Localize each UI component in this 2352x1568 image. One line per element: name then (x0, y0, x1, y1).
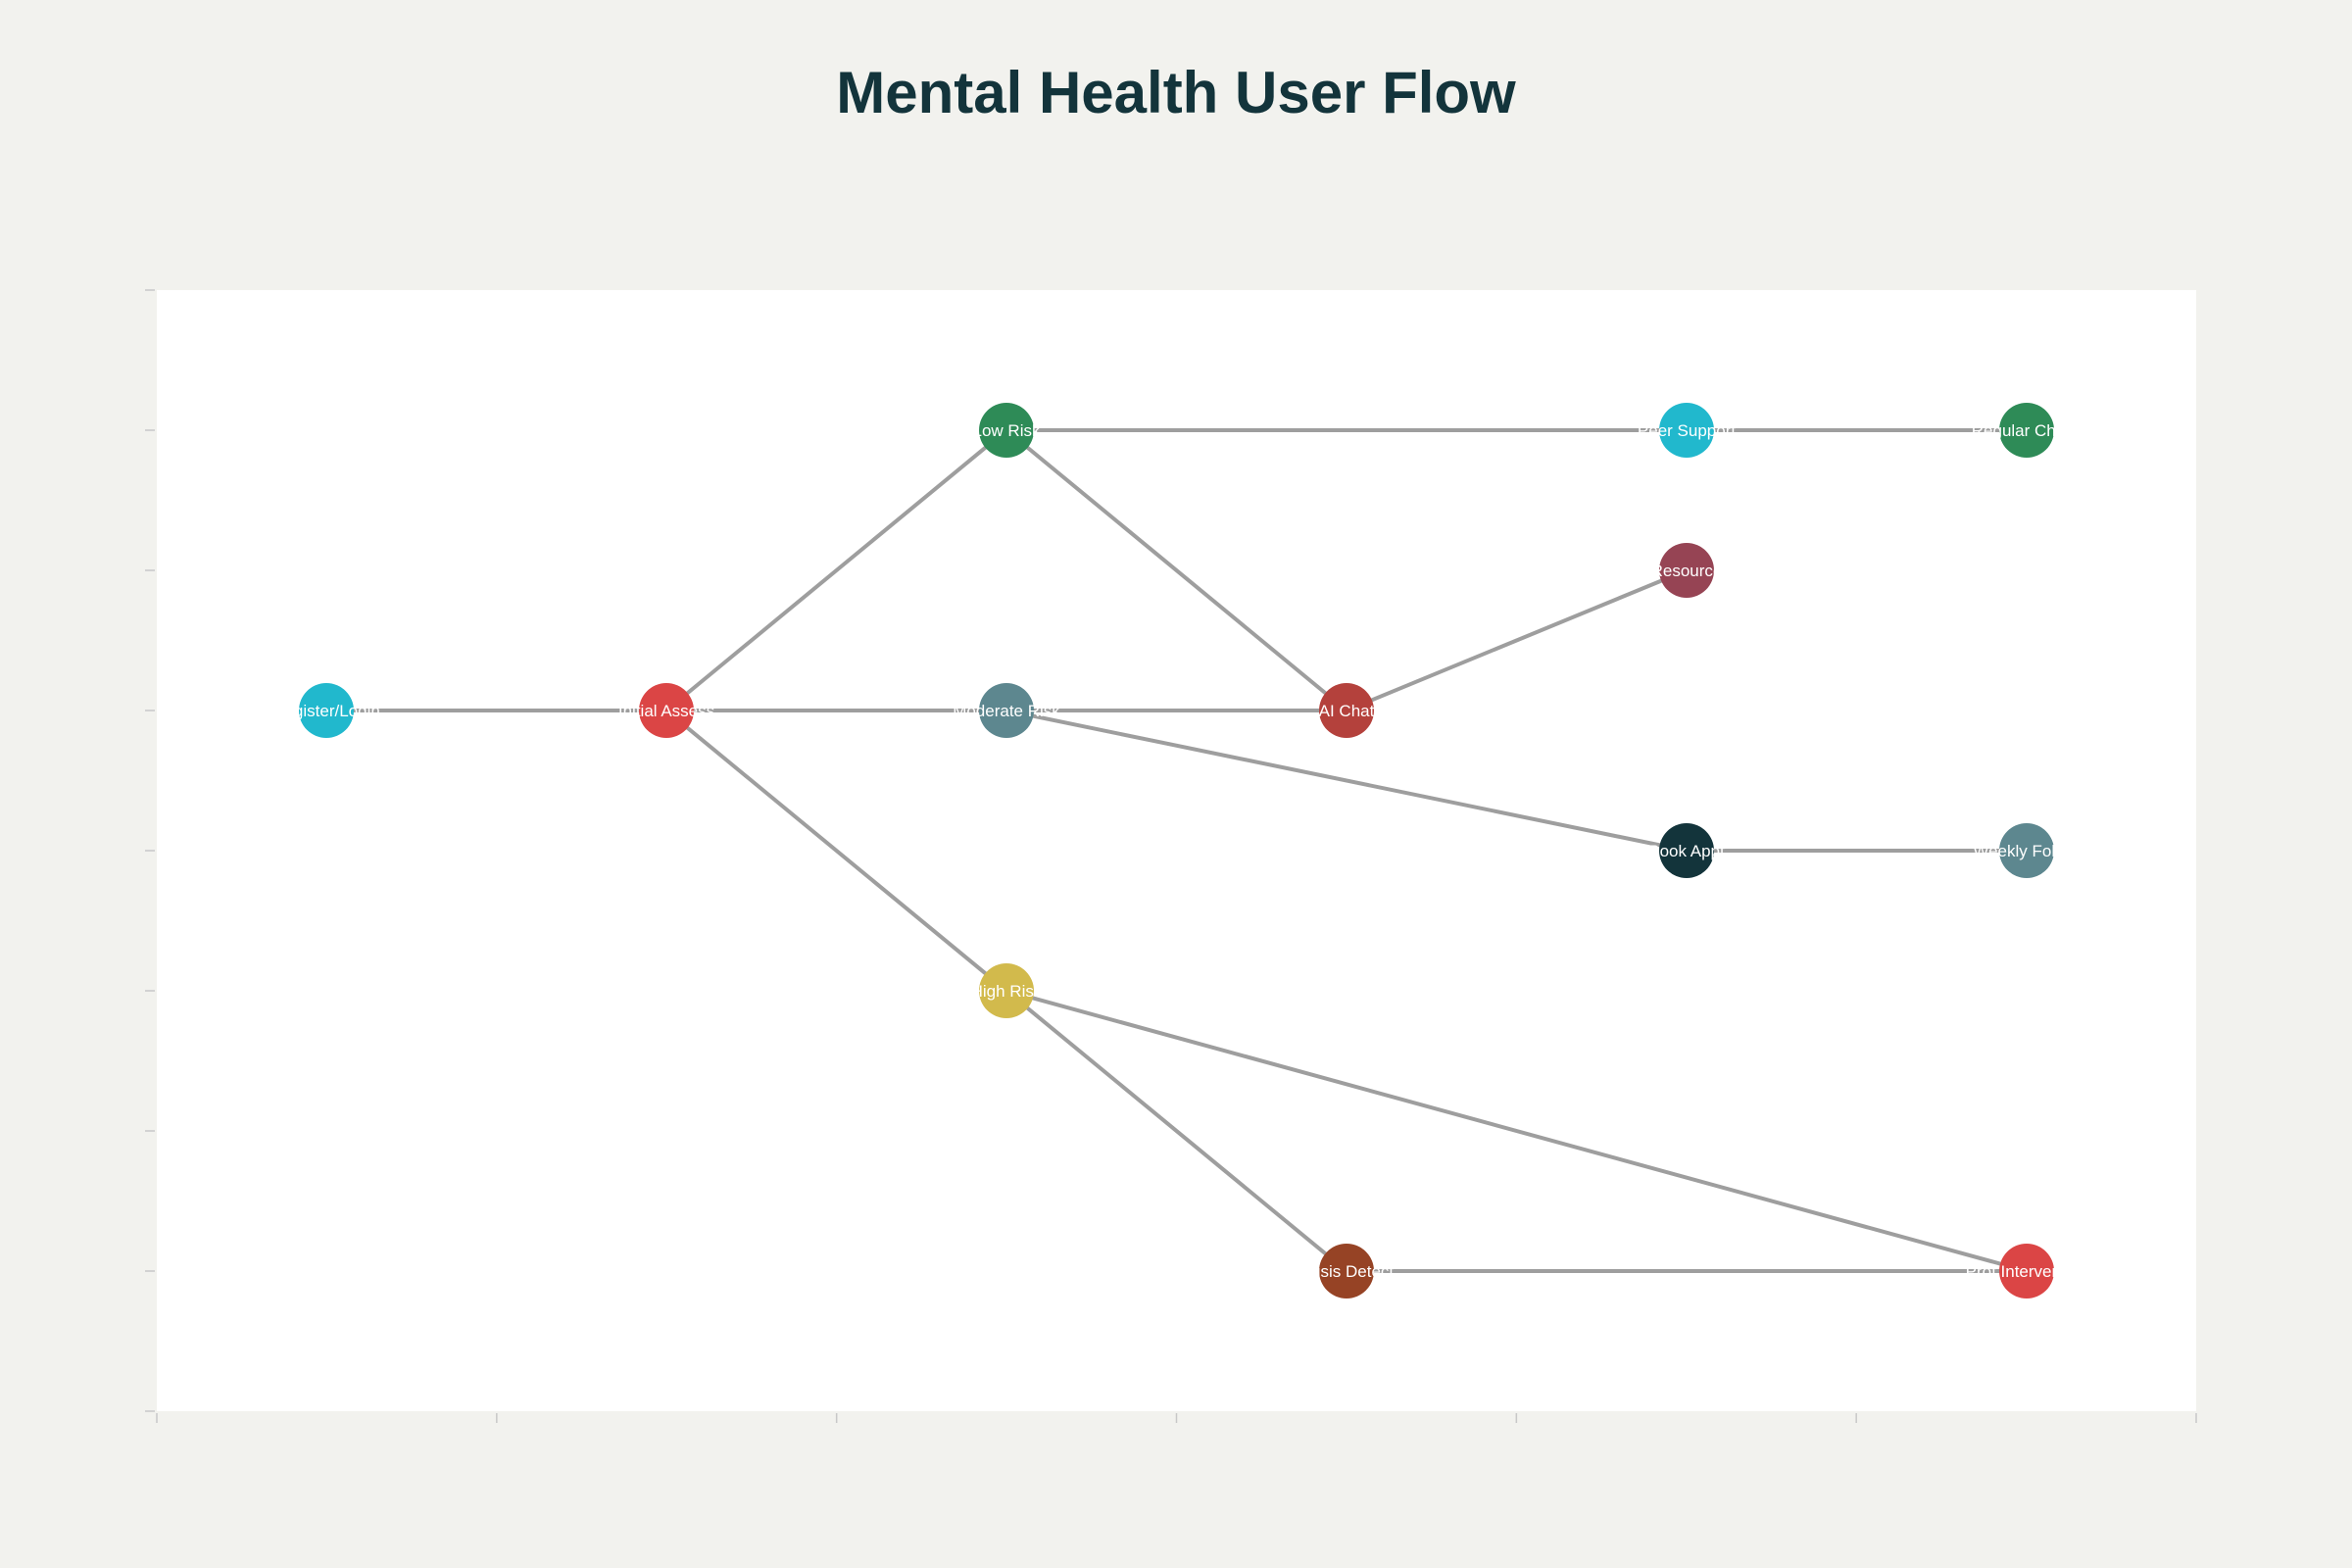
node-circle[interactable] (1319, 1244, 1374, 1298)
node-peer[interactable]: Peer Support (1638, 403, 1736, 458)
node-prof[interactable]: Prof Intervention (1966, 1244, 2088, 1298)
nodes-layer: Register/Login Initial Assess Low Risk Mode… (272, 403, 2087, 1298)
edge-initial-high (664, 709, 1008, 993)
node-weekly[interactable]: Weekly Follow (1973, 823, 2081, 878)
node-circle[interactable] (639, 683, 694, 738)
node-circle[interactable] (299, 683, 354, 738)
node-book[interactable]: Book Appt (1648, 823, 1725, 878)
node-initial[interactable]: Initial Assess (618, 683, 714, 738)
node-register[interactable]: Register/Login (272, 683, 380, 738)
edge-high-crisis (1004, 989, 1348, 1273)
node-label: Prof Intervention (1966, 1262, 2088, 1281)
node-label: Regular Check (1972, 421, 2082, 440)
edge-low-aichat (1004, 428, 1348, 712)
node-label: Crisis Detect (1299, 1262, 1395, 1281)
node-label: Resource (1651, 562, 1723, 580)
edge-high-prof (1005, 989, 2028, 1273)
node-label: High Risk (971, 982, 1043, 1001)
axis-ticks (145, 289, 2197, 1423)
node-label: Weekly Follow (1973, 842, 2081, 860)
node-moderate[interactable]: Moderate Risk (953, 683, 1060, 738)
node-high[interactable]: High Risk (971, 963, 1043, 1018)
node-label: AI Chat (1319, 702, 1375, 720)
node-circle[interactable] (1659, 543, 1714, 598)
node-resource[interactable]: Resource (1651, 543, 1723, 598)
node-label: Low Risk (973, 421, 1041, 440)
node-label: Register/Login (272, 702, 380, 720)
edge-initial-low (664, 428, 1008, 712)
node-circle[interactable] (1319, 683, 1374, 738)
node-low[interactable]: Low Risk (973, 403, 1041, 458)
node-circle[interactable] (979, 963, 1034, 1018)
page-title: Mental Health User Flow (836, 60, 1516, 125)
edge-moderate-book (1005, 709, 1688, 853)
node-circle[interactable] (1659, 823, 1714, 878)
node-label: Moderate Risk (953, 702, 1060, 720)
node-circle[interactable] (979, 403, 1034, 458)
node-aichat[interactable]: AI Chat (1319, 683, 1375, 738)
node-label: Peer Support (1638, 421, 1736, 440)
node-circle[interactable] (979, 683, 1034, 738)
node-crisis[interactable]: Crisis Detect (1299, 1244, 1395, 1298)
node-circle[interactable] (1999, 823, 2054, 878)
edges-layer (326, 428, 2028, 1273)
edge-aichat-resource (1346, 568, 1688, 712)
node-label: Initial Assess (618, 702, 714, 720)
node-label: Book Appt (1648, 842, 1725, 860)
node-circle[interactable] (1999, 403, 2054, 458)
node-circle[interactable] (1659, 403, 1714, 458)
node-regular[interactable]: Regular Check (1972, 403, 2082, 458)
node-circle[interactable] (1999, 1244, 2054, 1298)
